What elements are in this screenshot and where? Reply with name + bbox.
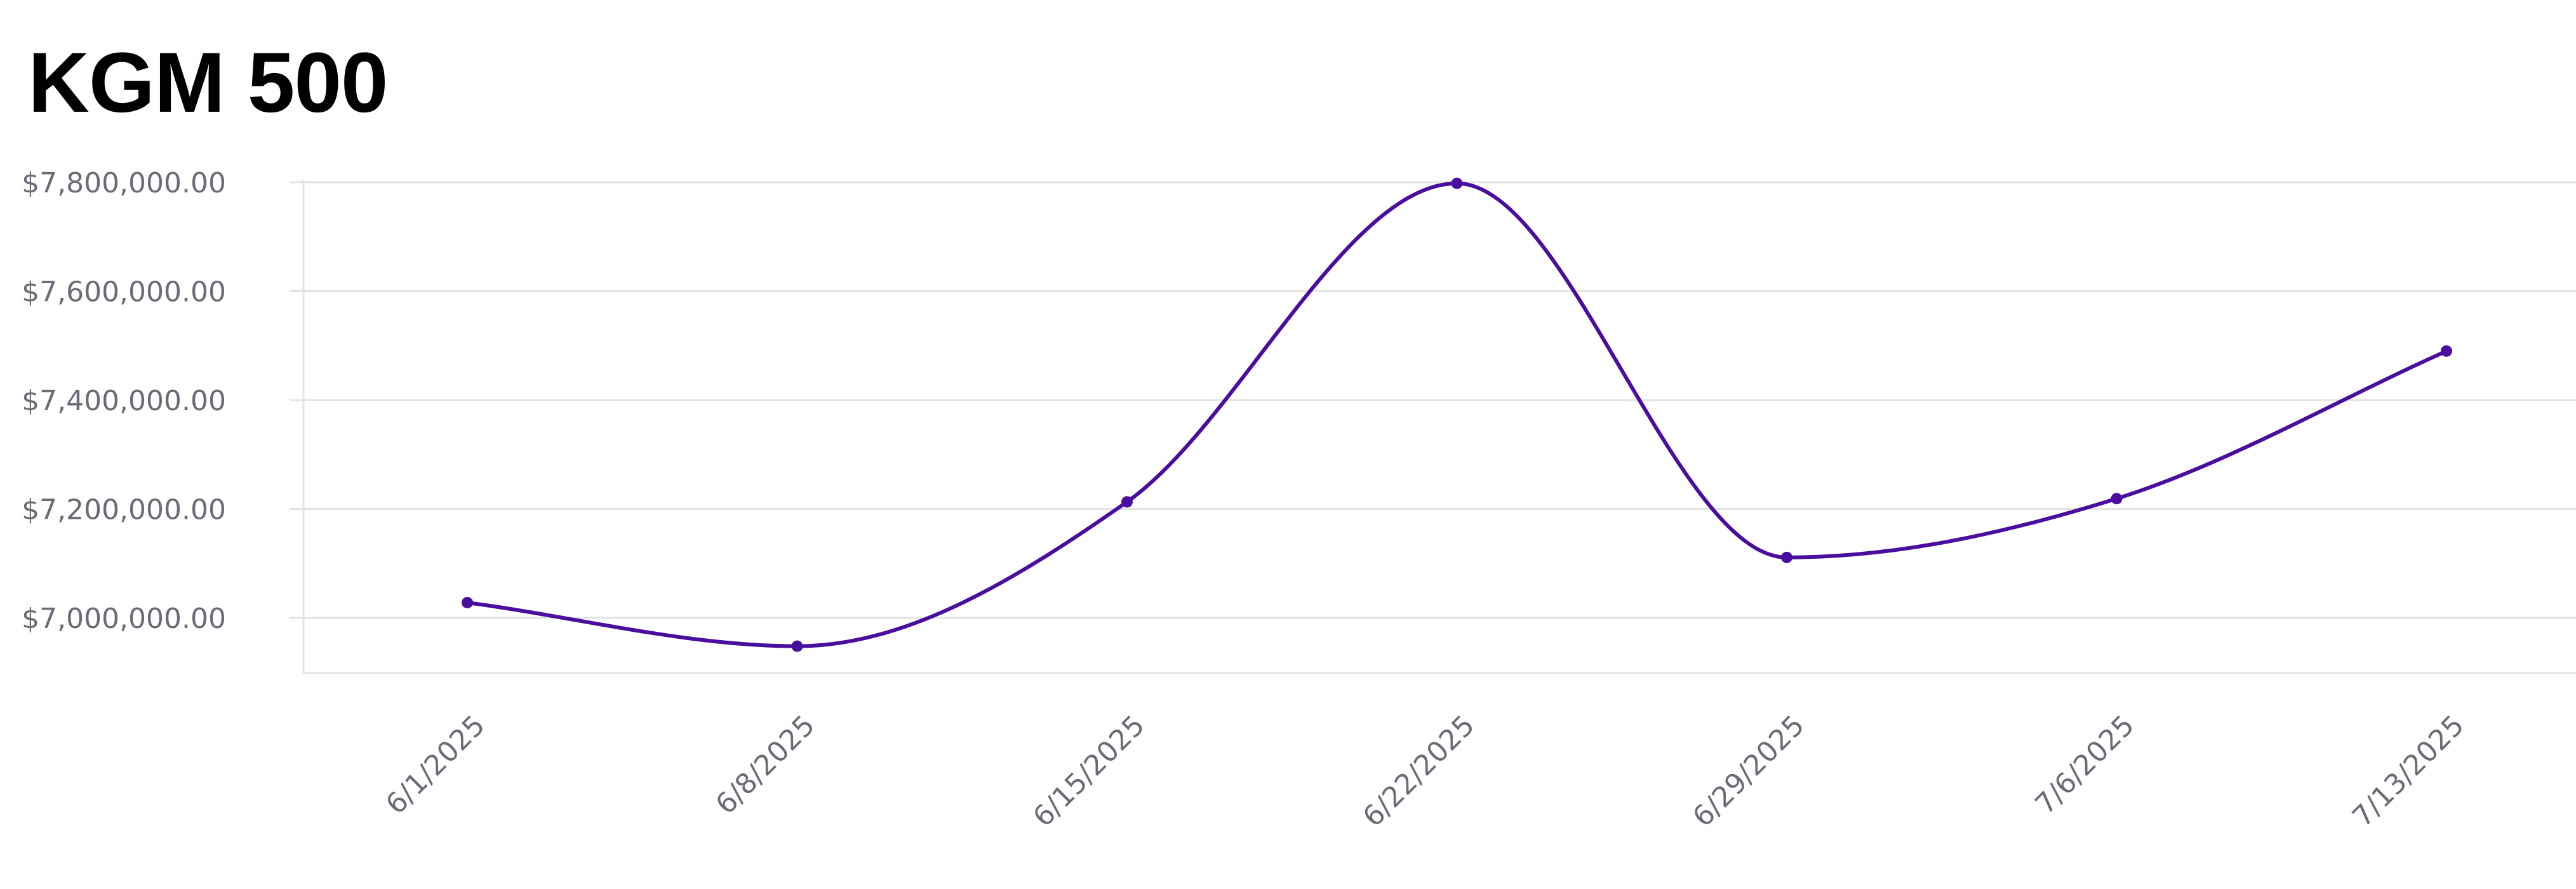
- axes: [290, 180, 2576, 674]
- series: [462, 177, 2452, 652]
- data-point: [1451, 177, 1463, 189]
- data-point: [1781, 551, 1792, 563]
- data-point: [1121, 496, 1133, 508]
- y-axis-tick-labels: $7,000,000.00 $7,200,000.00 $7,400,000.00 $…: [22, 167, 226, 635]
- data-point: [2441, 345, 2452, 357]
- x-tick-label: 7/13/2025: [2346, 709, 2471, 834]
- x-tick-label: 6/15/2025: [1027, 709, 1151, 834]
- grid-lines: [304, 181, 2576, 619]
- data-point: [791, 640, 803, 652]
- chart-title: KGM 500: [28, 36, 388, 130]
- x-tick-label: 6/22/2025: [1357, 709, 1481, 834]
- y-tick-label: $7,000,000.00: [22, 603, 226, 635]
- data-point: [462, 596, 473, 608]
- x-tick-label: 7/6/2025: [2029, 709, 2140, 821]
- y-tick-label: $7,600,000.00: [22, 276, 226, 309]
- x-axis-tick-labels: 6/1/2025 6/8/2025 6/15/2025 6/22/2025 6/29/2…: [380, 709, 2471, 834]
- y-tick-label: $7,200,000.00: [22, 494, 226, 526]
- y-tick-label: $7,800,000.00: [22, 167, 226, 199]
- x-tick-label: 6/8/2025: [709, 709, 821, 821]
- x-tick-label: 6/29/2025: [1686, 709, 1811, 834]
- series-line: [465, 181, 2448, 648]
- y-tick-label: $7,400,000.00: [22, 385, 226, 417]
- x-tick-label: 6/1/2025: [380, 709, 491, 821]
- data-point: [2111, 493, 2123, 505]
